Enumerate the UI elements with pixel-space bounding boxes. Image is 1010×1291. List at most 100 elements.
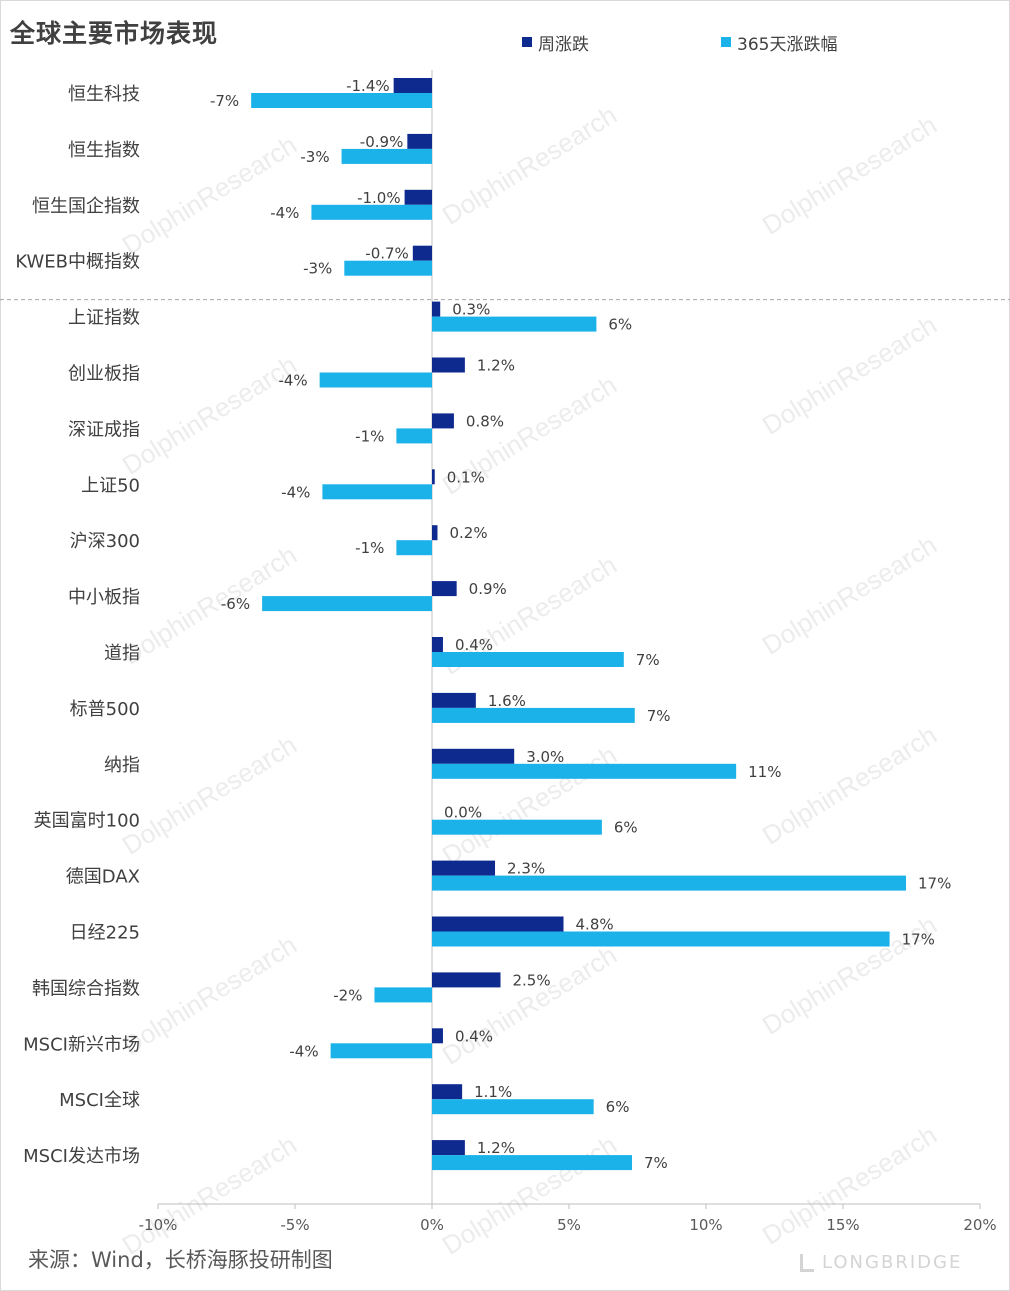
logo-text: LONGBRIDGE — [822, 1252, 963, 1273]
annual-bar — [432, 819, 602, 835]
weekly-value-label: 0.1% — [447, 468, 485, 486]
longbridge-logo: LONGBRIDGE — [800, 1252, 962, 1273]
x-tick-label: 20% — [963, 1216, 996, 1230]
weekly-value-label: 0.4% — [455, 1027, 493, 1045]
annual-value-label: 11% — [748, 763, 781, 781]
weekly-value-label: 2.3% — [507, 860, 545, 878]
annual-value-label: -4% — [270, 204, 299, 222]
weekly-value-label: -1.4% — [346, 77, 390, 95]
weekly-value-label: 4.8% — [576, 916, 614, 934]
category-label: 恒生国企指数 — [32, 196, 140, 217]
source-note: 来源：Wind，长桥海豚投研制图 — [28, 1248, 333, 1272]
weekly-bar — [432, 637, 443, 652]
category-label: 标普500 — [70, 699, 140, 720]
x-tick-label: 0% — [420, 1216, 444, 1230]
weekly-value-label: 2.5% — [513, 971, 551, 989]
annual-value-label: 7% — [644, 1154, 668, 1172]
bar-chart: 恒生科技 -1.4% -7% 恒生指数 -0.9% -3% 恒生国企指数 -1.0% -4% KW… — [0, 70, 1010, 1230]
annual-value-label: 6% — [608, 316, 632, 334]
legend-item-annual: 365天涨跌幅 — [721, 31, 838, 55]
annual-value-label: -4% — [289, 1042, 318, 1060]
category-label: 纳指 — [104, 755, 140, 776]
weekly-bar — [432, 1140, 465, 1156]
annual-value-label: 7% — [636, 651, 660, 669]
annual-bar — [432, 875, 907, 891]
weekly-bar — [432, 469, 435, 485]
legend-label-annual: 365天涨跌幅 — [737, 34, 838, 55]
weekly-bar — [432, 972, 501, 988]
category-label: 中小板指 — [68, 587, 140, 608]
annual-bar — [432, 931, 890, 947]
annual-bar — [432, 763, 737, 779]
weekly-bar — [432, 1028, 443, 1044]
annual-bar — [396, 428, 432, 444]
weekly-bar — [407, 133, 432, 149]
annual-value-label: 6% — [614, 819, 638, 837]
category-label: 英国富时100 — [34, 811, 140, 832]
category-label: 深证成指 — [68, 419, 140, 440]
weekly-value-label: -0.7% — [365, 245, 409, 263]
annual-bar — [251, 93, 432, 108]
weekly-value-label: 3.0% — [526, 748, 564, 766]
weekly-bar — [404, 189, 432, 205]
annual-value-label: -6% — [221, 595, 250, 613]
weekly-bar — [432, 525, 438, 541]
x-tick-label: 15% — [826, 1216, 859, 1230]
annual-value-label: -3% — [300, 148, 329, 166]
annual-value-label: 17% — [902, 931, 935, 949]
annual-value-label: -3% — [303, 260, 332, 278]
annual-value-label: -1% — [355, 539, 384, 557]
annual-value-label: -7% — [210, 92, 239, 110]
weekly-bar — [432, 581, 457, 597]
annual-bar — [374, 987, 432, 1003]
legend-swatch-weekly — [522, 37, 532, 47]
legend-label-weekly: 周涨跌 — [538, 34, 589, 55]
weekly-value-label: 1.6% — [488, 692, 526, 710]
category-label: MSCI新兴市场 — [23, 1034, 140, 1055]
annual-value-label: -4% — [278, 372, 307, 390]
x-tick-label: -5% — [280, 1216, 309, 1230]
category-label: 恒生科技 — [68, 84, 140, 105]
category-label: 上证指数 — [68, 308, 140, 329]
weekly-bar — [393, 78, 432, 93]
weekly-value-label: 0.3% — [452, 301, 490, 319]
weekly-bar — [432, 860, 496, 876]
category-label: 上证50 — [81, 475, 140, 496]
annual-value-label: 6% — [606, 1098, 630, 1116]
annual-bar — [396, 540, 432, 556]
annual-value-label: -2% — [333, 986, 362, 1004]
category-label: 恒生指数 — [68, 140, 140, 161]
annual-value-label: -1% — [355, 427, 384, 445]
category-label: 创业板指 — [68, 364, 140, 385]
weekly-value-label: 0.9% — [469, 580, 507, 598]
annual-bar — [432, 1099, 594, 1115]
annual-value-label: -4% — [281, 483, 310, 501]
weekly-value-label: 1.2% — [477, 357, 515, 375]
legend-item-weekly: 周涨跌 — [522, 31, 589, 55]
logo-mark-icon — [800, 1253, 814, 1272]
weekly-value-label: 1.2% — [477, 1139, 515, 1157]
annual-bar — [319, 372, 432, 388]
weekly-value-label: 0.0% — [444, 804, 482, 822]
annual-value-label: 17% — [918, 875, 951, 893]
category-label: 日经225 — [70, 923, 140, 944]
weekly-bar — [432, 692, 476, 708]
weekly-bar — [432, 301, 441, 317]
weekly-value-label: 1.1% — [474, 1083, 512, 1101]
annual-bar — [432, 707, 635, 723]
weekly-value-label: -0.9% — [360, 133, 404, 151]
category-label: MSCI发达市场 — [23, 1146, 140, 1167]
annual-bar — [322, 484, 432, 500]
weekly-bar — [432, 748, 515, 764]
category-label: 德国DAX — [66, 867, 140, 888]
annual-bar — [432, 316, 597, 332]
category-label: 沪深300 — [70, 531, 140, 552]
weekly-value-label: 0.4% — [455, 636, 493, 654]
annual-bar — [344, 260, 432, 276]
category-label: MSCI全球 — [59, 1090, 140, 1111]
weekly-bar — [412, 245, 432, 261]
weekly-value-label: 0.2% — [449, 524, 487, 542]
chart-title: 全球主要市场表现 — [10, 19, 219, 48]
annual-bar — [330, 1043, 432, 1059]
category-label: 道指 — [104, 643, 140, 664]
